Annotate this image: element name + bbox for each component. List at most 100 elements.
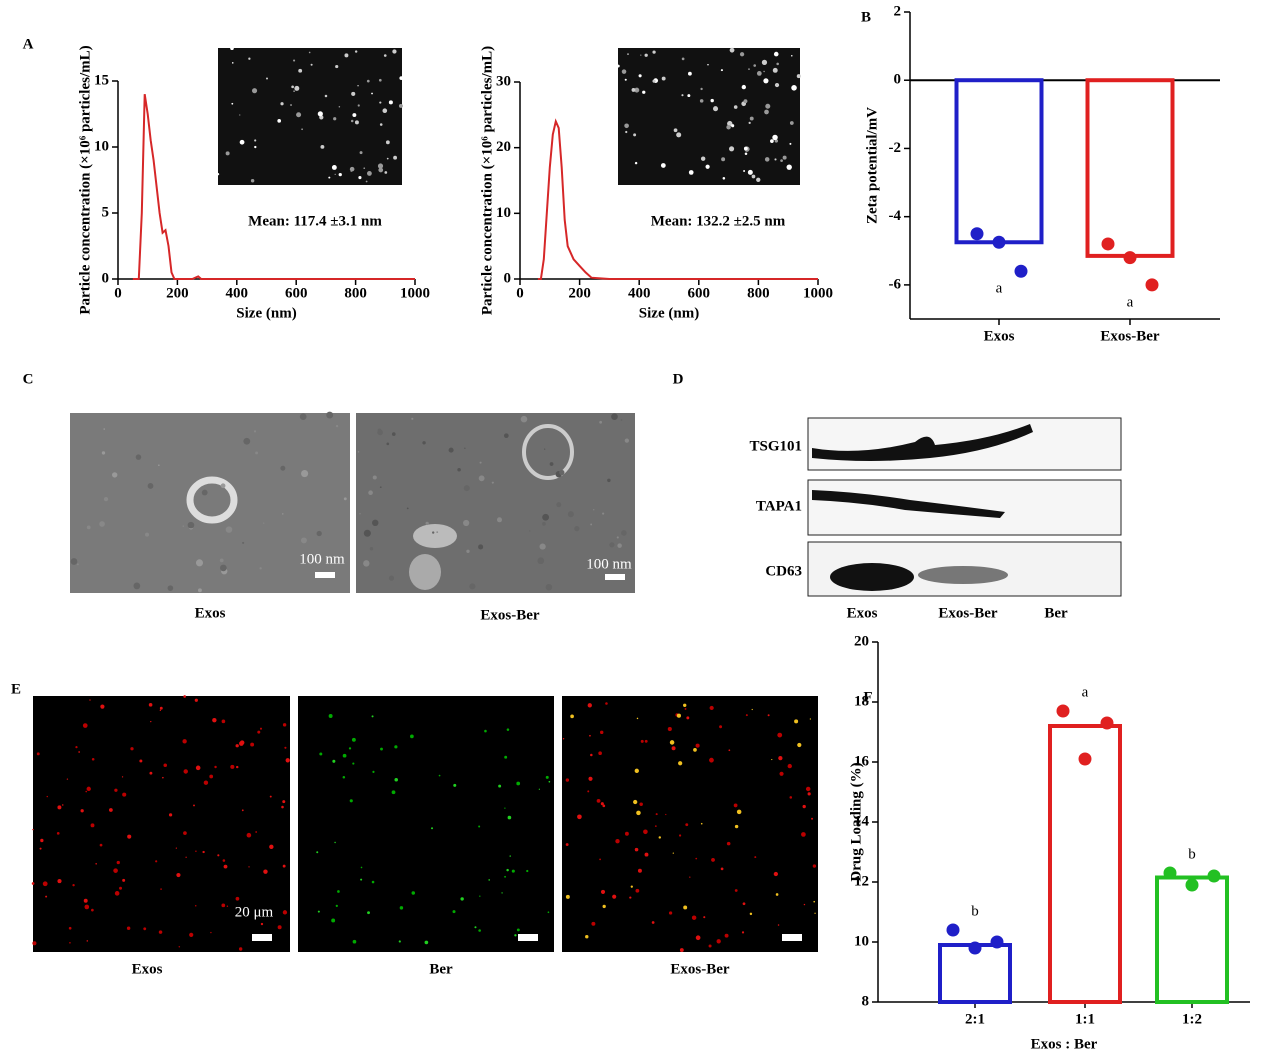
speckle — [506, 868, 509, 872]
speckle — [748, 68, 750, 71]
speckle — [774, 158, 777, 161]
speckle — [678, 834, 682, 837]
data-point — [1123, 251, 1137, 265]
x-tick-label: 800 — [344, 285, 367, 301]
speckle — [133, 582, 141, 590]
speckle — [478, 825, 481, 828]
speckle — [813, 900, 816, 903]
speckle — [122, 792, 127, 797]
data-point — [1078, 752, 1092, 766]
data-point — [946, 923, 960, 937]
speckle — [113, 868, 118, 873]
speckle — [765, 103, 771, 109]
speckle — [539, 543, 546, 550]
speckle — [282, 800, 286, 804]
speckle — [549, 462, 554, 466]
speckle — [789, 142, 792, 145]
speckle — [431, 827, 434, 830]
vesicle — [413, 524, 457, 548]
line-series — [537, 118, 818, 280]
speckle — [394, 745, 398, 749]
speckle — [324, 94, 328, 98]
speckle — [342, 776, 346, 779]
x-tick-label: 0 — [516, 285, 524, 301]
speckle — [805, 786, 811, 792]
x-tick-label: 1000 — [803, 285, 833, 301]
speckle — [504, 875, 506, 878]
speckle — [478, 544, 484, 550]
speckle — [168, 813, 173, 817]
speckle — [780, 159, 783, 162]
speckle — [103, 428, 105, 430]
speckle — [32, 941, 37, 946]
speckle — [348, 747, 352, 750]
speckle — [143, 927, 147, 931]
speckle — [335, 904, 338, 907]
significance-letter: a — [1082, 684, 1089, 700]
speckle — [637, 868, 642, 873]
speckle — [542, 513, 550, 521]
data-point — [1207, 869, 1221, 883]
speckle — [230, 46, 234, 51]
speckle — [338, 106, 341, 108]
fluorescence-caption: Exos — [132, 961, 163, 977]
band-label: CD63 — [765, 563, 802, 579]
speckle — [599, 420, 603, 424]
speckle — [789, 796, 793, 799]
tem-caption: Exos — [195, 605, 226, 621]
speckle — [596, 799, 601, 803]
y-tick-label: 0 — [894, 72, 902, 88]
x-tick-label: 1:2 — [1182, 1011, 1202, 1027]
speckle — [349, 166, 355, 172]
y-tick-label: 16 — [854, 753, 870, 769]
nta-image — [618, 48, 800, 185]
speckle — [602, 512, 605, 515]
speckle — [559, 469, 565, 476]
speckle — [378, 78, 382, 82]
speckle — [728, 146, 735, 152]
x-tick-label: 600 — [285, 285, 308, 301]
speckle — [382, 108, 388, 114]
speckle — [743, 99, 748, 104]
speckle — [293, 90, 295, 92]
speckle — [379, 486, 382, 489]
speckle — [334, 841, 336, 844]
speckle — [194, 698, 198, 702]
fluorescence-image — [33, 696, 290, 952]
speckle — [372, 519, 379, 527]
speckle — [135, 454, 142, 460]
speckle — [771, 758, 773, 761]
speckle — [40, 838, 44, 843]
speckle — [189, 932, 194, 937]
speckle — [612, 894, 617, 899]
speckle — [386, 157, 389, 160]
speckle — [103, 497, 109, 502]
speckle — [368, 490, 373, 496]
speckle — [479, 461, 482, 464]
vesicle — [409, 554, 441, 590]
speckle — [254, 139, 257, 142]
speckle — [139, 759, 143, 763]
speckle — [734, 824, 739, 829]
speckle — [422, 441, 426, 445]
speckle — [399, 906, 404, 910]
speckle — [372, 475, 377, 480]
speckle — [255, 831, 258, 833]
y-tick-label: 0 — [102, 270, 110, 286]
speckle — [246, 832, 252, 838]
speckle — [212, 717, 217, 723]
speckle — [432, 531, 435, 534]
speckle — [371, 715, 374, 718]
speckle — [72, 883, 75, 887]
speckle — [176, 872, 181, 878]
speckle — [741, 84, 746, 90]
speckle — [496, 517, 503, 523]
speckle — [652, 79, 656, 83]
speckle — [95, 863, 97, 865]
speckle — [32, 828, 34, 831]
speckle — [282, 723, 287, 727]
speckle — [516, 781, 521, 786]
speckle — [565, 778, 570, 782]
speckle — [514, 934, 517, 937]
speckle — [488, 879, 491, 881]
